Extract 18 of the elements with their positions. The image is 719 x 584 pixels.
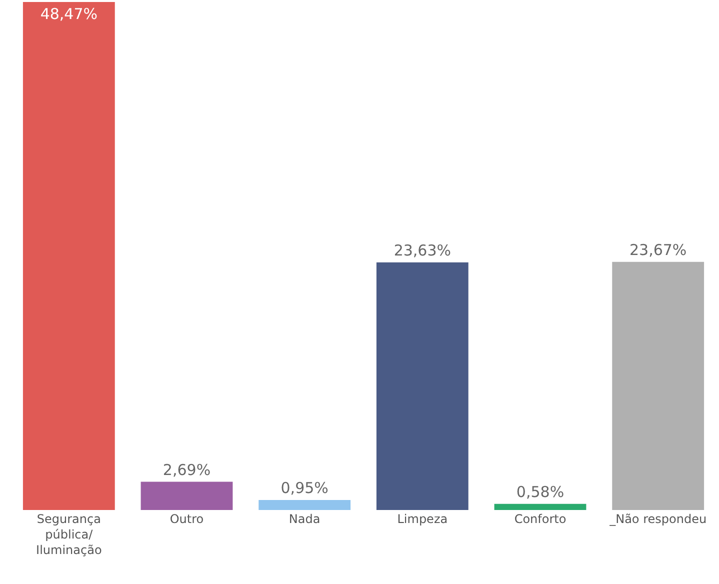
bar [376,262,468,510]
data-label: 23,67% [629,240,687,259]
bar [258,500,351,510]
x-tick-label: Nada [288,512,320,526]
data-label: 0,95% [280,479,328,498]
data-label: 0,58% [516,482,564,501]
bar [22,2,115,510]
x-tick-label: Segurança pública/ Iluminação [36,512,102,558]
x-tick-label: Outro [170,512,204,526]
x-tick-label: _Não respondeu [608,512,707,526]
data-label: 2,69% [162,460,211,479]
data-label: 48,47% [40,5,98,23]
bar [612,262,704,510]
x-tick-label: Conforto [514,512,566,526]
bar [494,504,586,510]
bar [140,482,233,510]
x-tick-label: Limpeza [397,512,448,526]
data-label: 23,63% [394,241,452,260]
